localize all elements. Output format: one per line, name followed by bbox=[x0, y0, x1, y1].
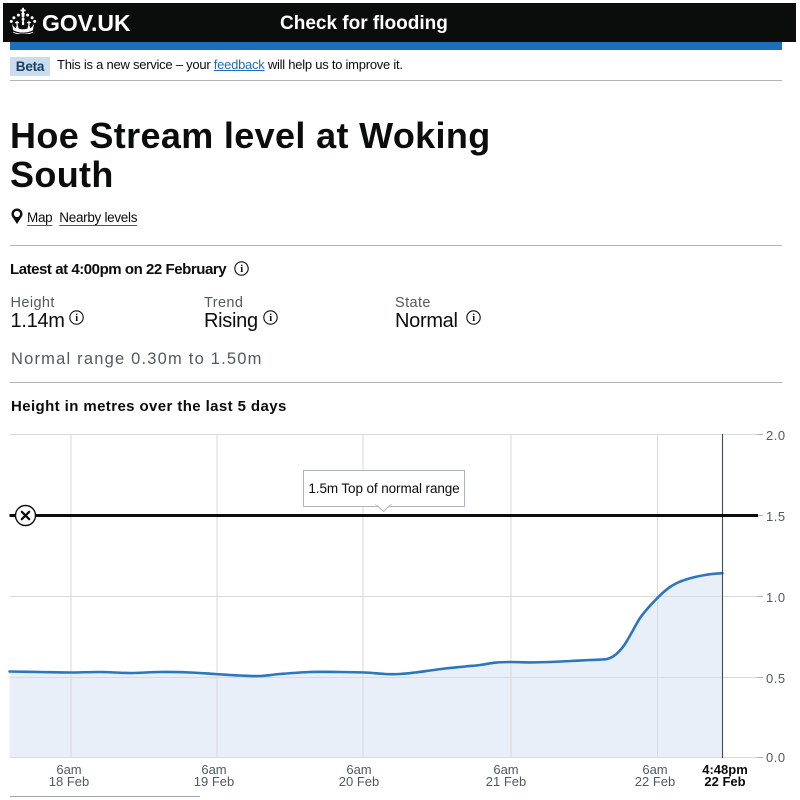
svg-text:i: i bbox=[269, 313, 272, 324]
svg-text:i: i bbox=[240, 264, 243, 275]
svg-text:i: i bbox=[472, 313, 475, 324]
svg-text:i: i bbox=[75, 313, 78, 324]
